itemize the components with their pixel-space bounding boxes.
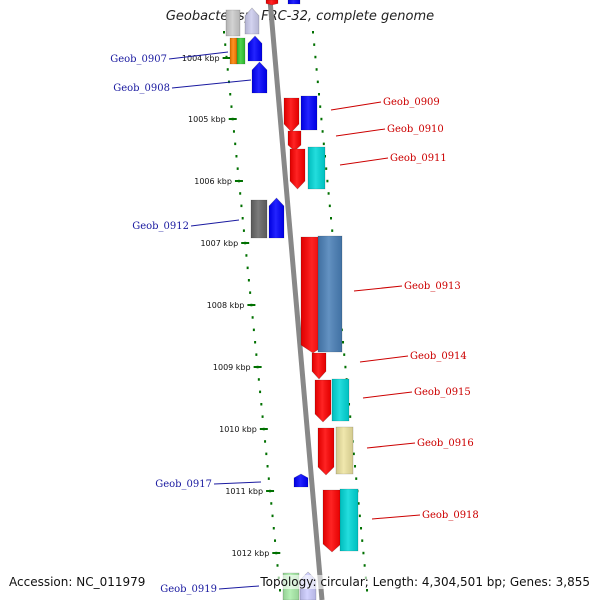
- gene-feature-shade: [294, 474, 308, 487]
- gene-feature-shade: [251, 200, 267, 238]
- gene-feature-shade: [301, 96, 317, 130]
- accession-label: Accession: NC_011979: [9, 575, 146, 589]
- kbp-tick-label: 1005 kbp: [188, 115, 226, 124]
- kbp-tick-label: 1007 kbp: [200, 239, 238, 248]
- left-tick-track: [223, 31, 281, 592]
- kbp-tick-label: 1008 kbp: [207, 301, 245, 310]
- gene-label[interactable]: Geob_0914: [410, 351, 467, 362]
- gene-feature-shade: [323, 490, 341, 552]
- kbp-tick-label: 1009 kbp: [213, 363, 251, 372]
- gene-label-leader: [366, 442, 416, 449]
- gene-label[interactable]: Geob_0910: [387, 124, 444, 135]
- gene-feature-shade: [237, 38, 245, 64]
- gene-feature-shade: [340, 489, 358, 551]
- gene-label[interactable]: Geob_0908: [113, 83, 170, 94]
- gene-feature-shade: [318, 428, 334, 475]
- gene-feature-shade: [308, 147, 325, 189]
- gene-label-leader: [213, 481, 262, 485]
- gene-feature-shade: [269, 198, 284, 238]
- gene-feature-shade: [252, 62, 267, 93]
- kbp-tick-label: 1010 kbp: [219, 425, 257, 434]
- kbp-tick-label: 1004 kbp: [182, 54, 220, 63]
- gene-label-leader: [371, 514, 421, 520]
- gene-label-leader: [168, 51, 229, 60]
- gene-label[interactable]: Geob_0909: [383, 97, 440, 108]
- kbp-tick-label: 1011 kbp: [225, 487, 263, 496]
- kbp-tick-label: 1012 kbp: [232, 549, 270, 558]
- gene-feature-shade: [312, 353, 326, 379]
- gene-feature-shade: [266, 0, 278, 5]
- gene-label[interactable]: Geob_0916: [417, 438, 474, 449]
- gene-feature-shade: [284, 98, 299, 132]
- gene-label[interactable]: Geob_0907: [110, 54, 167, 65]
- gene-feature-shade: [290, 149, 305, 189]
- gene-label[interactable]: Geob_0915: [414, 387, 471, 398]
- gene-feature-shade: [288, 0, 300, 4]
- gene-feature-shade: [315, 380, 331, 422]
- gene-label-leader: [218, 585, 260, 590]
- gene-label-leader: [190, 219, 240, 227]
- gene-label[interactable]: Geob_0913: [404, 281, 461, 292]
- gene-feature-shade: [245, 8, 259, 34]
- gene-feature-shade: [230, 38, 237, 64]
- gene-label[interactable]: Geob_0911: [390, 153, 447, 164]
- gene-label-leader: [359, 355, 409, 363]
- kbp-tick-label: 1006 kbp: [194, 177, 232, 186]
- gene-label[interactable]: Geob_0912: [132, 221, 189, 232]
- gene-feature-shade: [336, 427, 353, 474]
- genome-summary: Topology: circular; Length: 4,304,501 bp…: [260, 575, 590, 589]
- gene-label[interactable]: Geob_0919: [160, 584, 217, 595]
- gene-label-leader: [330, 101, 382, 111]
- gene-label-leader: [171, 79, 252, 89]
- gene-feature-shade: [226, 10, 240, 36]
- gene-feature-shade: [248, 36, 262, 61]
- gene-label-leader: [335, 128, 386, 137]
- gene-feature-shade: [288, 131, 301, 151]
- gene-feature-shade: [332, 379, 349, 421]
- genome-backbone: [267, 0, 325, 600]
- gene-label[interactable]: Geob_0918: [422, 510, 479, 521]
- gene-label-leader: [362, 391, 413, 399]
- gene-label-leader: [353, 285, 403, 292]
- gene-label-leader: [339, 157, 389, 166]
- gene-feature-shade: [318, 236, 342, 352]
- gene-label[interactable]: Geob_0917: [155, 479, 212, 490]
